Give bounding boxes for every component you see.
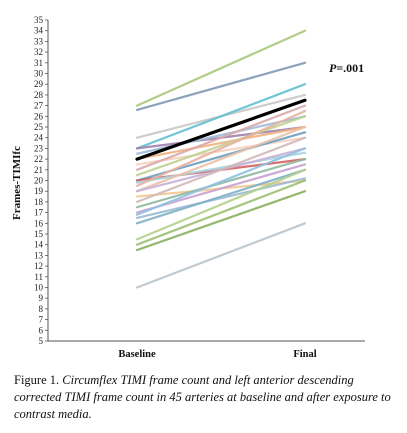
series-line	[135, 177, 307, 220]
y-tick-label: 27	[34, 101, 44, 111]
y-tick-label: 17	[34, 208, 44, 218]
series-line	[135, 190, 307, 252]
y-tick-label: 35	[34, 15, 44, 25]
y-tick-label: 22	[34, 154, 43, 164]
y-tick-label: 31	[34, 58, 43, 68]
p-value-annotation: P=.001	[329, 61, 364, 75]
caption-body: Circumflex TIMI frame count and left ant…	[14, 373, 391, 421]
y-tick-label: 6	[39, 325, 44, 335]
chart: 5678910111213141516171819202122232425262…	[11, 15, 365, 360]
y-tick-label: 5	[39, 336, 44, 346]
y-tick-label: 20	[34, 176, 44, 186]
series-line	[135, 222, 307, 289]
series-line	[135, 29, 307, 107]
series-line	[135, 104, 307, 171]
y-tick-label: 34	[34, 26, 44, 36]
series-line	[135, 61, 307, 111]
series-line	[135, 147, 307, 216]
p-value-symbol: P	[329, 61, 337, 75]
y-tick-label: 33	[34, 36, 44, 46]
y-axis-label: Frames-TIMIfc	[11, 146, 23, 220]
y-tick-label: 8	[39, 304, 44, 314]
series-lines	[135, 29, 307, 289]
series-line	[135, 158, 307, 209]
series-line	[135, 136, 307, 203]
y-tick-label: 14	[34, 240, 44, 250]
y-tick-label: 25	[34, 122, 44, 132]
figure-caption: Figure 1. Circumflex TIMI frame count an…	[14, 372, 394, 423]
y-tick-label: 12	[34, 261, 43, 271]
y-tick-label: 9	[39, 293, 44, 303]
y-tick-label: 15	[34, 229, 44, 239]
y-tick-label: 18	[34, 197, 44, 207]
x-axis-categories: Baseline Final	[118, 349, 316, 360]
y-tick-label: 24	[34, 133, 44, 143]
caption-lead: Figure 1.	[14, 373, 60, 387]
y-tick-label: 23	[34, 143, 44, 153]
y-tick-label: 29	[34, 79, 44, 89]
y-tick-label: 30	[34, 69, 44, 79]
series-line	[135, 109, 307, 187]
x-category-label: Final	[293, 349, 316, 360]
series-line	[135, 168, 307, 225]
y-tick-label: 32	[34, 47, 43, 57]
y-tick-label: 10	[34, 283, 44, 293]
mean-line	[135, 98, 307, 161]
y-tick-label: 13	[34, 250, 44, 260]
series-line	[135, 115, 307, 177]
x-category-label: Baseline	[118, 349, 156, 360]
y-tick-label: 16	[34, 218, 44, 228]
series-line	[135, 125, 307, 161]
y-tick-label: 26	[34, 111, 44, 121]
series-line	[135, 179, 307, 246]
series-line	[135, 168, 307, 241]
y-axis: 5678910111213141516171819202122232425262…	[34, 15, 365, 346]
y-tick-label: 19	[34, 186, 44, 196]
series-line	[135, 125, 307, 193]
y-tick-label: 7	[39, 315, 44, 325]
y-tick-label: 21	[34, 165, 43, 175]
series-line	[135, 151, 307, 184]
p-value-text: =.001	[336, 61, 364, 75]
y-tick-label: 28	[34, 90, 44, 100]
series-line	[135, 83, 307, 150]
y-tick-label: 11	[34, 272, 43, 282]
